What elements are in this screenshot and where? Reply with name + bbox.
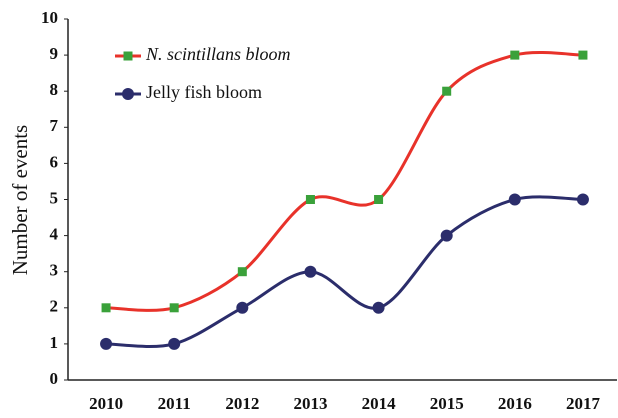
marker — [100, 337, 113, 350]
legend-marker — [122, 88, 134, 100]
y-tick-label: 3 — [50, 261, 59, 280]
legend-label: N. scintillans bloom — [145, 44, 291, 64]
marker — [510, 50, 520, 60]
y-tick-label: 4 — [50, 225, 59, 244]
line — [106, 51, 583, 312]
y-tick-label: 7 — [50, 116, 59, 135]
marker — [304, 265, 317, 278]
marker — [236, 301, 249, 314]
x-tick-label: 2013 — [293, 394, 327, 413]
legend-label: Jelly fish bloom — [146, 82, 262, 102]
marker — [440, 229, 453, 242]
legend-marker — [123, 51, 133, 61]
marker — [372, 301, 385, 314]
x-tick-label: 2016 — [498, 394, 532, 413]
marker — [237, 267, 247, 277]
marker — [169, 303, 179, 313]
y-tick-label: 5 — [50, 188, 59, 207]
y-tick-label: 10 — [41, 8, 58, 27]
marker — [168, 337, 181, 350]
x-tick-label: 2015 — [430, 394, 464, 413]
x-tick-label: 2010 — [89, 394, 123, 413]
marker — [576, 193, 589, 206]
x-tick-label: 2011 — [158, 394, 191, 413]
marker — [101, 303, 111, 313]
x-tick-label: 2014 — [362, 394, 397, 413]
y-axis-title: Number of events — [8, 125, 32, 275]
y-tick-label: 2 — [50, 297, 59, 316]
x-tick-label: 2012 — [225, 394, 259, 413]
marker — [442, 86, 452, 96]
marker — [305, 195, 315, 204]
y-tick-label: 1 — [50, 333, 59, 352]
marker — [578, 50, 588, 60]
y-tick-label: 8 — [50, 80, 59, 99]
y-tick-label: 6 — [50, 152, 59, 171]
y-tick-label: 9 — [50, 44, 59, 63]
x-tick-label: 2017 — [566, 394, 601, 413]
y-tick-label: 0 — [50, 369, 59, 388]
line — [106, 195, 583, 348]
marker — [374, 195, 384, 204]
marker — [508, 193, 521, 206]
